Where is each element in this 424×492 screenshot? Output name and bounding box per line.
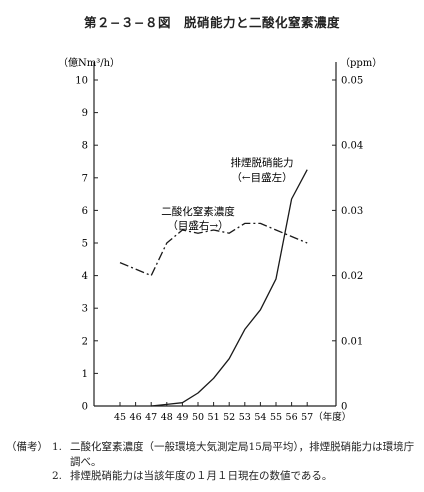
- left-axis-tick-label: 1: [82, 369, 88, 380]
- chart-series: [119, 169, 308, 407]
- annotation-no2-axis: （目盛右→）: [167, 219, 228, 232]
- left-axis-tick-label: 3: [82, 304, 88, 315]
- series-line-no2-concentration: [119, 222, 308, 277]
- right-axis-tick-label: 0: [341, 402, 347, 413]
- note-text: 二酸化窒素濃度（一般環境大気測定局15局平均），排煙脱硝能力は環境庁調べ。: [70, 441, 415, 468]
- x-axis-tick-label: 57: [301, 412, 313, 423]
- x-axis-tick-label: 47: [145, 412, 157, 423]
- right-axis-tick-label: 0.01: [341, 336, 363, 347]
- left-axis-unit: （億Nm³/h）: [58, 56, 120, 69]
- note-row-2: 2. 排煙脱硝能力は当該年度の１月１日現在の数値である。: [6, 469, 418, 484]
- left-axis-tick-label: 4: [82, 271, 88, 282]
- left-axis-tick-label: 5: [82, 239, 88, 250]
- chart: （億Nm³/h） （ppm）01234567891000.010.020.030.…: [58, 56, 382, 423]
- x-axis-label: （年度）: [313, 411, 351, 423]
- x-axis-tick-label: 53: [239, 412, 251, 423]
- x-axis-tick-label: 50: [192, 412, 204, 423]
- x-axis-tick-label: 48: [161, 412, 173, 423]
- x-axis-tick-label: 51: [208, 412, 220, 423]
- left-axis-tick-label: 7: [82, 173, 88, 184]
- annotation-denox-axis: （←目盛左）: [231, 171, 292, 184]
- left-axis-tick-label: 8: [82, 141, 88, 152]
- right-axis-tick-label: 0.05: [341, 76, 363, 87]
- x-axis-tick-label: 54: [254, 412, 266, 423]
- series-line-denox-capacity: [151, 169, 308, 407]
- note-row-1: （備考） 1. 二酸化窒素濃度（一般環境大気測定局15局平均），排煙脱硝能力は環…: [6, 440, 418, 469]
- right-axis-tick-label: 0.03: [341, 206, 363, 217]
- chart-ticks: [94, 79, 336, 407]
- right-axis-tick-label: 0.04: [341, 141, 363, 152]
- left-axis-tick-label: 10: [75, 76, 88, 87]
- note-text: 排煙脱硝能力は当該年度の１月１日現在の数値である。: [70, 470, 333, 482]
- x-axis-tick-label: 46: [130, 412, 142, 423]
- x-axis-tick-label: 52: [223, 412, 235, 423]
- left-axis-tick-label: 9: [82, 108, 88, 119]
- annotation-denox-name: 排煙脱硝能力: [231, 156, 294, 169]
- x-axis-tick-label: 45: [114, 412, 126, 423]
- right-axis-unit: （ppm）: [340, 57, 382, 69]
- chart-axes: [93, 62, 337, 407]
- figure-title: 第２−３−８図 脱硝能力と二酸化窒素濃度: [84, 15, 340, 30]
- annotation-no2-name: 二酸化窒素濃度: [161, 205, 235, 218]
- left-axis-tick-label: 0: [82, 402, 88, 413]
- x-axis-tick-label: 55: [270, 412, 282, 423]
- left-axis-tick-label: 2: [82, 336, 88, 347]
- chart-annotations: 排煙脱硝能力 （←目盛左） 二酸化窒素濃度（目盛右→）: [161, 156, 293, 232]
- right-axis-tick-label: 0.02: [341, 271, 363, 282]
- note-number: 1.: [52, 441, 63, 453]
- x-axis-tick-label: 56: [286, 412, 298, 423]
- note-number: 2.: [52, 470, 63, 482]
- notes-tag: （備考）: [6, 441, 48, 453]
- notes: （備考） 1. 二酸化窒素濃度（一般環境大気測定局15局平均），排煙脱硝能力は環…: [6, 440, 418, 484]
- x-axis-tick-label: 49: [176, 412, 188, 423]
- chart-labels: （億Nm³/h） （ppm）01234567891000.010.020.030.…: [58, 56, 382, 423]
- left-axis-tick-label: 6: [82, 206, 88, 217]
